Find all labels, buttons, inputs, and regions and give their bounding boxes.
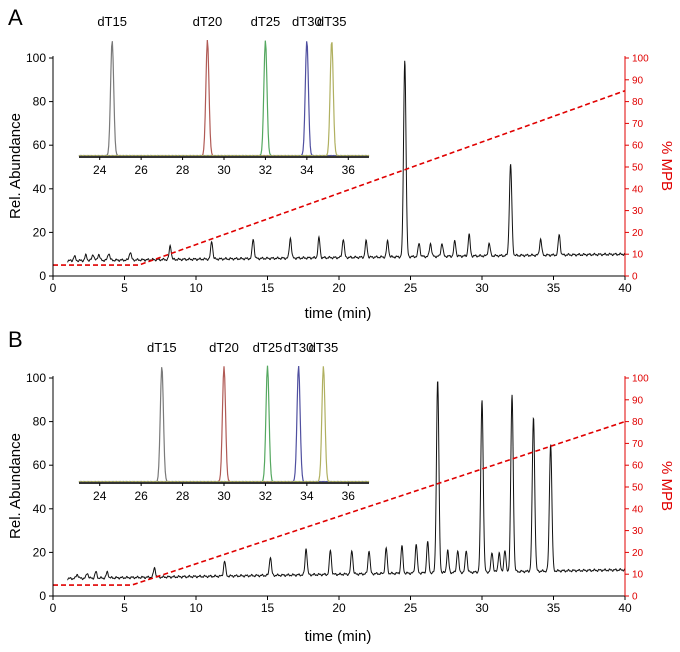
chromatogram-a [53,60,626,266]
x-tick-label: 0 [50,281,57,295]
x-tick-label: 0 [50,601,57,615]
inset-peak-label-dt20: dT20 [209,340,239,355]
y2-tick-label: 70 [632,119,644,130]
x-tick-label: 20 [332,601,346,615]
y2-tick-label: 90 [632,395,644,406]
y-tick-label: 80 [33,95,47,109]
y-tick-label: 0 [39,589,46,603]
y2-tick-label: 40 [632,504,644,515]
inset-peak-label-dt25: dT25 [253,340,283,355]
inset-peak-label-dt25: dT25 [251,14,281,29]
x-tick-label: 25 [404,281,418,295]
y2-tick-label: 10 [632,570,644,581]
y2-tick-label: 50 [632,483,644,494]
inset-x-tick-label: 28 [176,163,190,177]
panel-a: A 0 5 10 15 20 25 30 35 400204060801000102030405… [7,5,675,322]
y2-axis-label-a: % MPB [658,141,675,191]
x-tick-label: 5 [121,281,128,295]
inset-x-tick-label: 26 [134,163,148,177]
inset-peak-label-dt15: dT15 [147,340,177,355]
x-tick-label: 40 [618,281,632,295]
x-tick-label: 35 [547,281,561,295]
y-tick-label: 0 [39,269,46,283]
inset-x-tick-label: 36 [342,489,356,503]
inset-x-tick-label: 32 [259,163,273,177]
y2-tick-label: 50 [632,163,644,174]
x-tick-label: 20 [332,281,346,295]
chromatogram-b [53,381,626,586]
x-tick-label: 30 [475,281,489,295]
y-tick-label: 40 [33,502,47,516]
y2-tick-label: 80 [632,417,644,428]
x-tick-label: 10 [189,281,203,295]
inset-x-tick-label: 24 [93,163,107,177]
y2-tick-label: 60 [632,461,644,472]
y-tick-label: 20 [33,545,47,559]
y2-tick-label: 100 [632,54,649,65]
inset-x-tick-label: 26 [134,489,148,503]
panel-letter-a: A [8,5,23,30]
inset-background [75,362,373,503]
y2-tick-label: 80 [632,97,644,108]
y2-tick-label: 30 [632,526,644,537]
y-tick-label: 100 [26,371,46,385]
y-tick-label: 80 [33,415,47,429]
inset-peak-label-dt20: dT20 [193,14,223,29]
x-tick-label: 35 [547,601,561,615]
y-tick-label: 60 [33,138,47,152]
y2-tick-label: 60 [632,141,644,152]
y2-tick-label: 90 [632,75,644,86]
inset-x-tick-label: 34 [300,489,314,503]
gradient-line [53,420,626,586]
chromatogram-trace [67,381,626,581]
inset-x-tick-label: 30 [217,163,231,177]
y-tick-label: 60 [33,458,47,472]
y2-axis-label-b: % MPB [658,461,675,511]
inset-background [75,36,373,177]
x-tick-label: 5 [121,601,128,615]
inset-peak-label-dt30: dT30 [292,14,322,29]
axes-b: 0 5 10 15 20 25 30 35 40020406080100010203040506… [26,371,649,615]
inset-peak-label-dt15: dT15 [97,14,127,29]
inset-peak-label-dt30: dT30 [284,340,314,355]
x-tick-label: 25 [404,601,418,615]
panel-b: B 0 5 10 15 20 25 30 35 400204060801000102030405… [7,327,675,645]
inset-x-tick-label: 32 [259,489,273,503]
y-tick-label: 20 [33,225,47,239]
y2-tick-label: 10 [632,250,644,261]
y2-tick-label: 0 [632,592,638,603]
gradient-line [53,89,626,266]
x-tick-label: 15 [261,281,275,295]
inset-x-tick-label: 24 [93,489,107,503]
x-axis-label-b: time (min) [305,628,372,645]
inset-peak-label-dt35: dT35 [309,340,339,355]
panel-letter-b: B [8,327,23,352]
y-axis-label-a: Rel. Abundance [7,113,24,219]
inset-x-tick-label: 28 [176,489,190,503]
y2-tick-label: 100 [632,374,649,385]
axes-a: 0 5 10 15 20 25 30 35 40020406080100010203040506… [26,51,649,295]
inset-x-tick-label: 34 [300,163,314,177]
inset-x-tick-label: 30 [217,489,231,503]
inset-peak-label-dt35: dT35 [317,14,347,29]
y2-tick-label: 70 [632,439,644,450]
x-axis-label-a: time (min) [305,305,372,322]
x-tick-label: 10 [189,601,203,615]
chromatogram-trace [67,60,626,263]
x-tick-label: 30 [475,601,489,615]
y-axis-label-b: Rel. Abundance [7,433,24,539]
y-tick-label: 40 [33,182,47,196]
y2-tick-label: 20 [632,548,644,559]
y2-tick-label: 30 [632,206,644,217]
y-tick-label: 100 [26,51,46,65]
x-tick-label: 15 [261,601,275,615]
inset-x-tick-label: 36 [342,163,356,177]
x-tick-label: 40 [618,601,632,615]
y2-tick-label: 0 [632,272,638,283]
y2-tick-label: 20 [632,228,644,239]
y2-tick-label: 40 [632,184,644,195]
